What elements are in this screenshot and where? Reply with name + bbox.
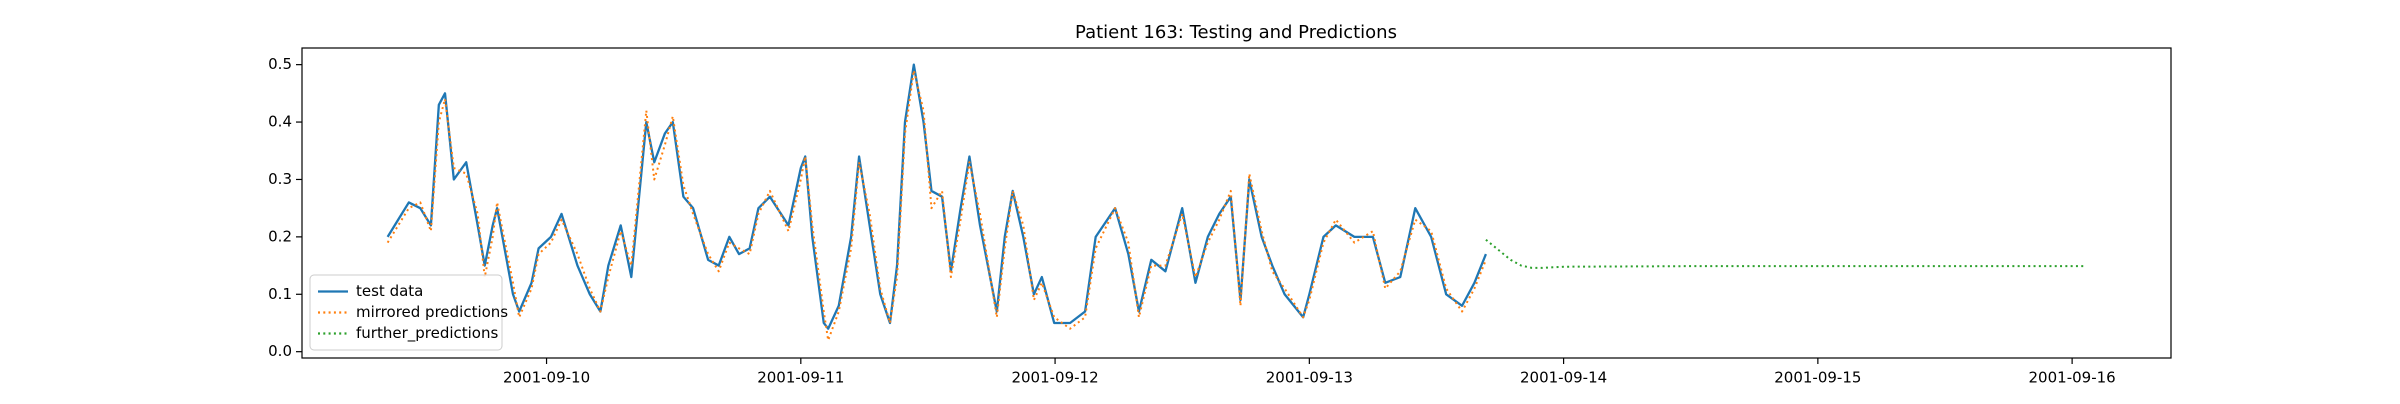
x-tick-label: 2001-09-11: [757, 369, 844, 387]
legend-label: further_predictions: [356, 324, 498, 343]
y-tick-label: 0.2: [268, 227, 292, 245]
y-tick-label: 0.5: [268, 55, 292, 73]
y-tick-label: 0.1: [268, 285, 292, 303]
legend-label: mirrored predictions: [356, 303, 508, 321]
plot-frame: [301, 47, 2172, 359]
y-tick-label: 0.0: [268, 342, 292, 360]
x-tick-label: 2001-09-14: [1520, 369, 1607, 387]
legend-box: [309, 274, 503, 351]
x-tick-label: 2001-09-10: [503, 369, 590, 387]
chart-title: Patient 163: Testing and Predictions: [1075, 22, 1397, 43]
series-line: [1485, 238, 2087, 269]
x-tick-label: 2001-09-16: [2029, 369, 2116, 387]
x-tick-label: 2001-09-15: [1774, 369, 1861, 387]
y-tick-label: 0.3: [268, 170, 292, 188]
x-tick-label: 2001-09-13: [1266, 369, 1353, 387]
x-tick-label: 2001-09-12: [1011, 369, 1098, 387]
series-line: [386, 69, 1487, 342]
legend-label: test data: [356, 282, 423, 300]
series-line: [386, 63, 1487, 330]
y-tick-label: 0.4: [268, 113, 292, 131]
